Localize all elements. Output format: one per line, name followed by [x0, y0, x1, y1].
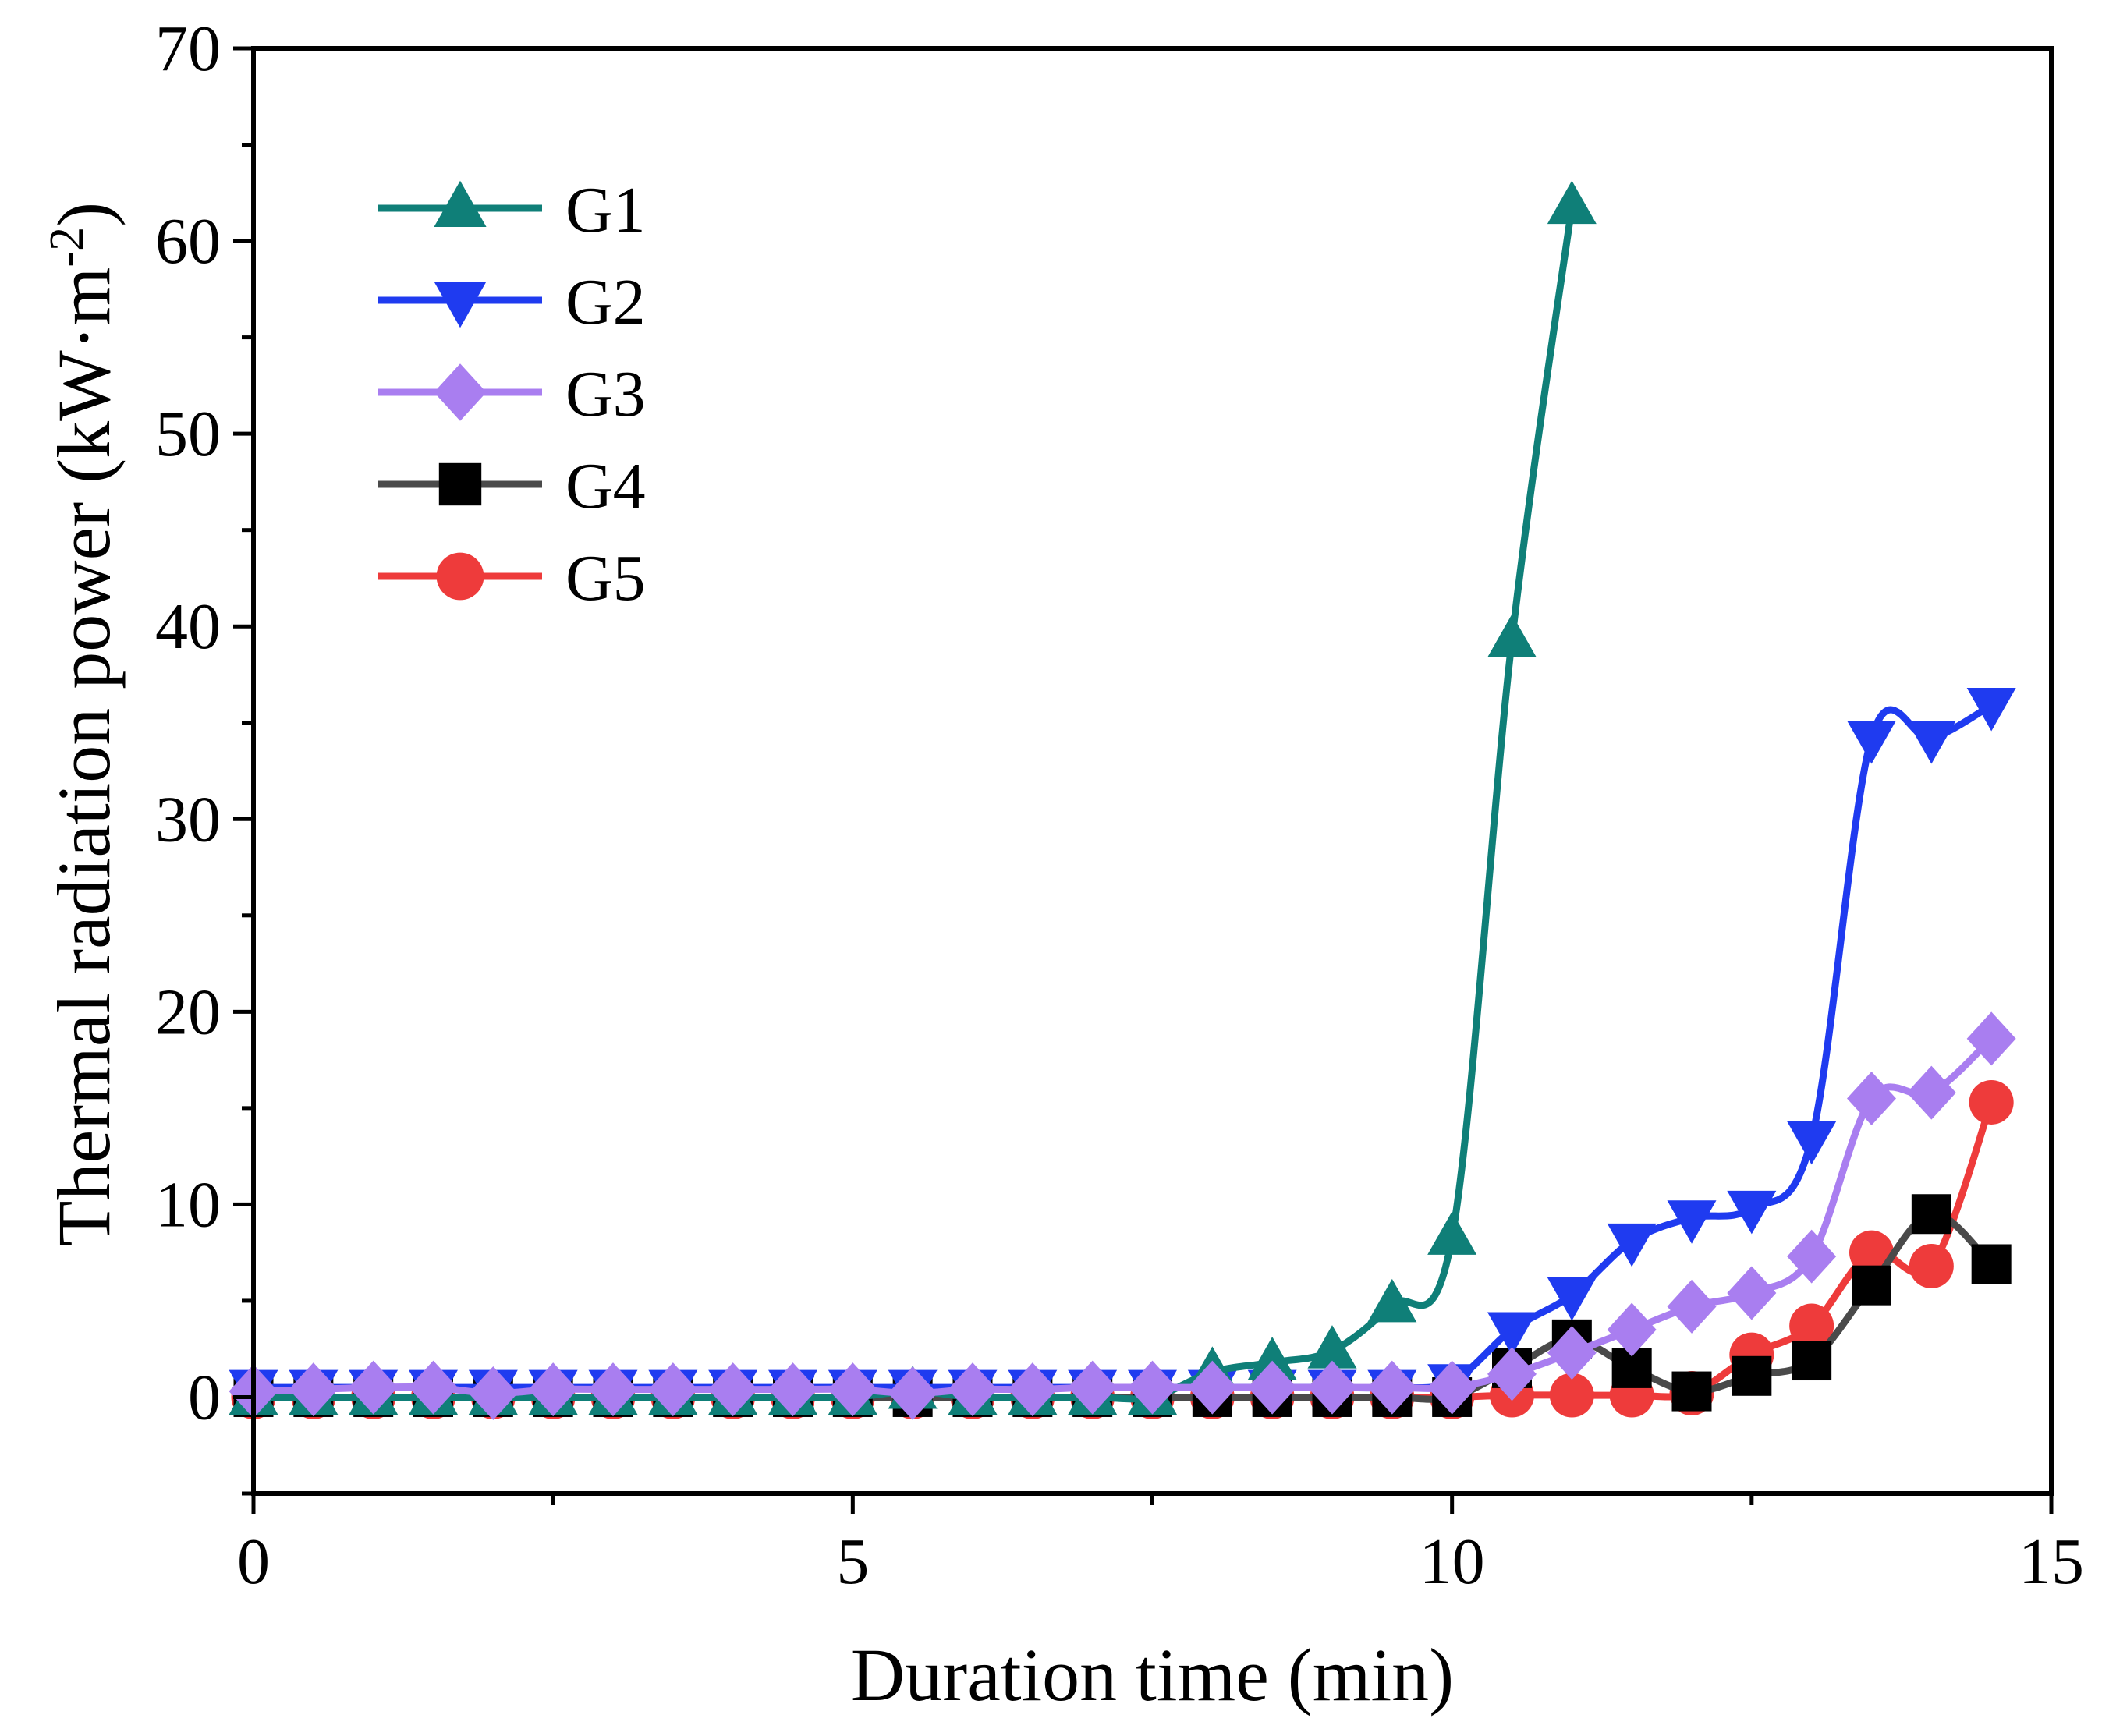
legend-label-g2: G2 [565, 266, 646, 338]
legend-marker-g4 [438, 462, 482, 506]
data-point-g3 [349, 1360, 399, 1415]
data-point-g1 [1367, 1278, 1417, 1323]
legend-marker-g3 [434, 363, 487, 421]
legend-label-g4: G4 [565, 450, 646, 523]
legend-label-g1: G1 [565, 174, 646, 246]
y-tick-label: 0 [188, 1361, 221, 1433]
data-point-g4 [1732, 1355, 1772, 1396]
data-point-g2 [1847, 720, 1896, 764]
y-axis-title-superscript: -2 [41, 227, 94, 267]
y-axis-title-main: Thermal radiation power (kW·m [42, 267, 126, 1247]
y-axis-title: Thermal radiation power (kW·m-2) [41, 202, 126, 1246]
data-point-g2 [1787, 1121, 1837, 1165]
data-point-g4 [1792, 1341, 1832, 1381]
y-tick-label: 20 [155, 976, 221, 1048]
data-point-g3 [768, 1362, 817, 1417]
data-point-g3 [948, 1362, 998, 1417]
legend-label-g5: G5 [565, 542, 646, 615]
data-point-g3 [1906, 1065, 1956, 1120]
data-point-g2 [1667, 1200, 1717, 1244]
axes-layer: 0 5 10 15 0 10 20 30 40 50 60 70 [155, 12, 2084, 1598]
data-point-g4 [1671, 1371, 1712, 1412]
data-point-g3 [1847, 1072, 1896, 1126]
data-point-g3 [1607, 1302, 1657, 1357]
legend: G1 G2 G3 G4 G5 [378, 174, 646, 615]
data-point-g5 [1909, 1243, 1954, 1288]
data-point-g5 [1849, 1230, 1894, 1275]
series-line-g2 [253, 702, 1994, 1392]
plot-frame [251, 46, 2054, 1496]
data-point-g2 [1966, 687, 2016, 732]
data-point-g5 [1549, 1373, 1594, 1418]
data-point-g5 [1969, 1079, 2014, 1125]
y-axis-title-close: ) [42, 202, 126, 227]
y-tick-label: 50 [155, 398, 221, 470]
data-point-g3 [828, 1362, 877, 1417]
data-point-g3 [1128, 1360, 1177, 1415]
data-point-g3 [528, 1362, 578, 1417]
data-point-g3 [1667, 1279, 1717, 1334]
data-point-g3 [1427, 1360, 1477, 1415]
y-tick-label: 70 [155, 12, 221, 85]
data-point-g3 [468, 1366, 518, 1421]
data-point-g2 [1547, 1277, 1597, 1321]
data-point-g3 [1547, 1326, 1597, 1380]
data-point-g2 [1906, 720, 1956, 764]
data-point-g3 [648, 1362, 698, 1417]
data-point-g2 [1487, 1312, 1537, 1355]
x-tick-label: 5 [836, 1525, 869, 1598]
data-point-g3 [1068, 1360, 1118, 1415]
series-g3 [229, 1011, 2016, 1421]
legend-item-g5: G5 [378, 542, 646, 615]
legend-label-g3: G3 [565, 358, 646, 430]
data-point-g2 [1727, 1190, 1777, 1235]
data-point-g1 [1487, 614, 1537, 657]
data-point-g3 [1367, 1360, 1417, 1415]
data-point-g3 [588, 1362, 638, 1417]
x-tick-label: 10 [1420, 1525, 1485, 1598]
data-point-g3 [1008, 1362, 1058, 1417]
series-layer [229, 180, 2016, 1421]
legend-marker-g1 [434, 180, 487, 227]
legend-item-g2: G2 [378, 266, 646, 338]
data-point-g3 [1187, 1360, 1237, 1415]
data-point-g3 [1247, 1360, 1297, 1415]
series-g1 [229, 180, 1597, 1415]
legend-marker-g2 [434, 282, 487, 328]
data-point-g3 [409, 1360, 458, 1415]
data-point-g3 [1307, 1360, 1357, 1415]
data-point-g3 [1966, 1011, 2016, 1066]
data-point-g4 [1971, 1244, 2012, 1284]
y-tick-label: 40 [155, 590, 221, 663]
x-axis-title: Duration time (min) [851, 1633, 1454, 1717]
data-point-g4 [1911, 1194, 1951, 1235]
y-tick-label: 10 [155, 1168, 221, 1241]
legend-item-g4: G4 [378, 450, 646, 523]
legend-item-g3: G3 [378, 358, 646, 430]
data-point-g1 [1247, 1336, 1297, 1380]
legend-item-g1: G1 [378, 174, 646, 246]
data-point-g1 [1547, 180, 1597, 225]
x-tick-label: 0 [237, 1525, 270, 1598]
data-point-g3 [708, 1362, 758, 1417]
data-point-g5 [1789, 1303, 1834, 1348]
data-point-g3 [1787, 1229, 1837, 1284]
data-point-g4 [1852, 1265, 1891, 1306]
y-tick-label: 30 [155, 783, 221, 856]
data-point-g3 [1487, 1347, 1537, 1401]
x-tick-label: 15 [2019, 1525, 2084, 1598]
data-point-g3 [289, 1362, 339, 1417]
legend-marker-g5 [436, 552, 484, 601]
data-point-g3 [1727, 1266, 1777, 1320]
data-point-g3 [888, 1366, 938, 1421]
data-point-g2 [1607, 1223, 1657, 1267]
data-point-g1 [1427, 1211, 1477, 1255]
data-point-g1 [1307, 1325, 1357, 1369]
y-tick-label: 60 [155, 205, 221, 278]
